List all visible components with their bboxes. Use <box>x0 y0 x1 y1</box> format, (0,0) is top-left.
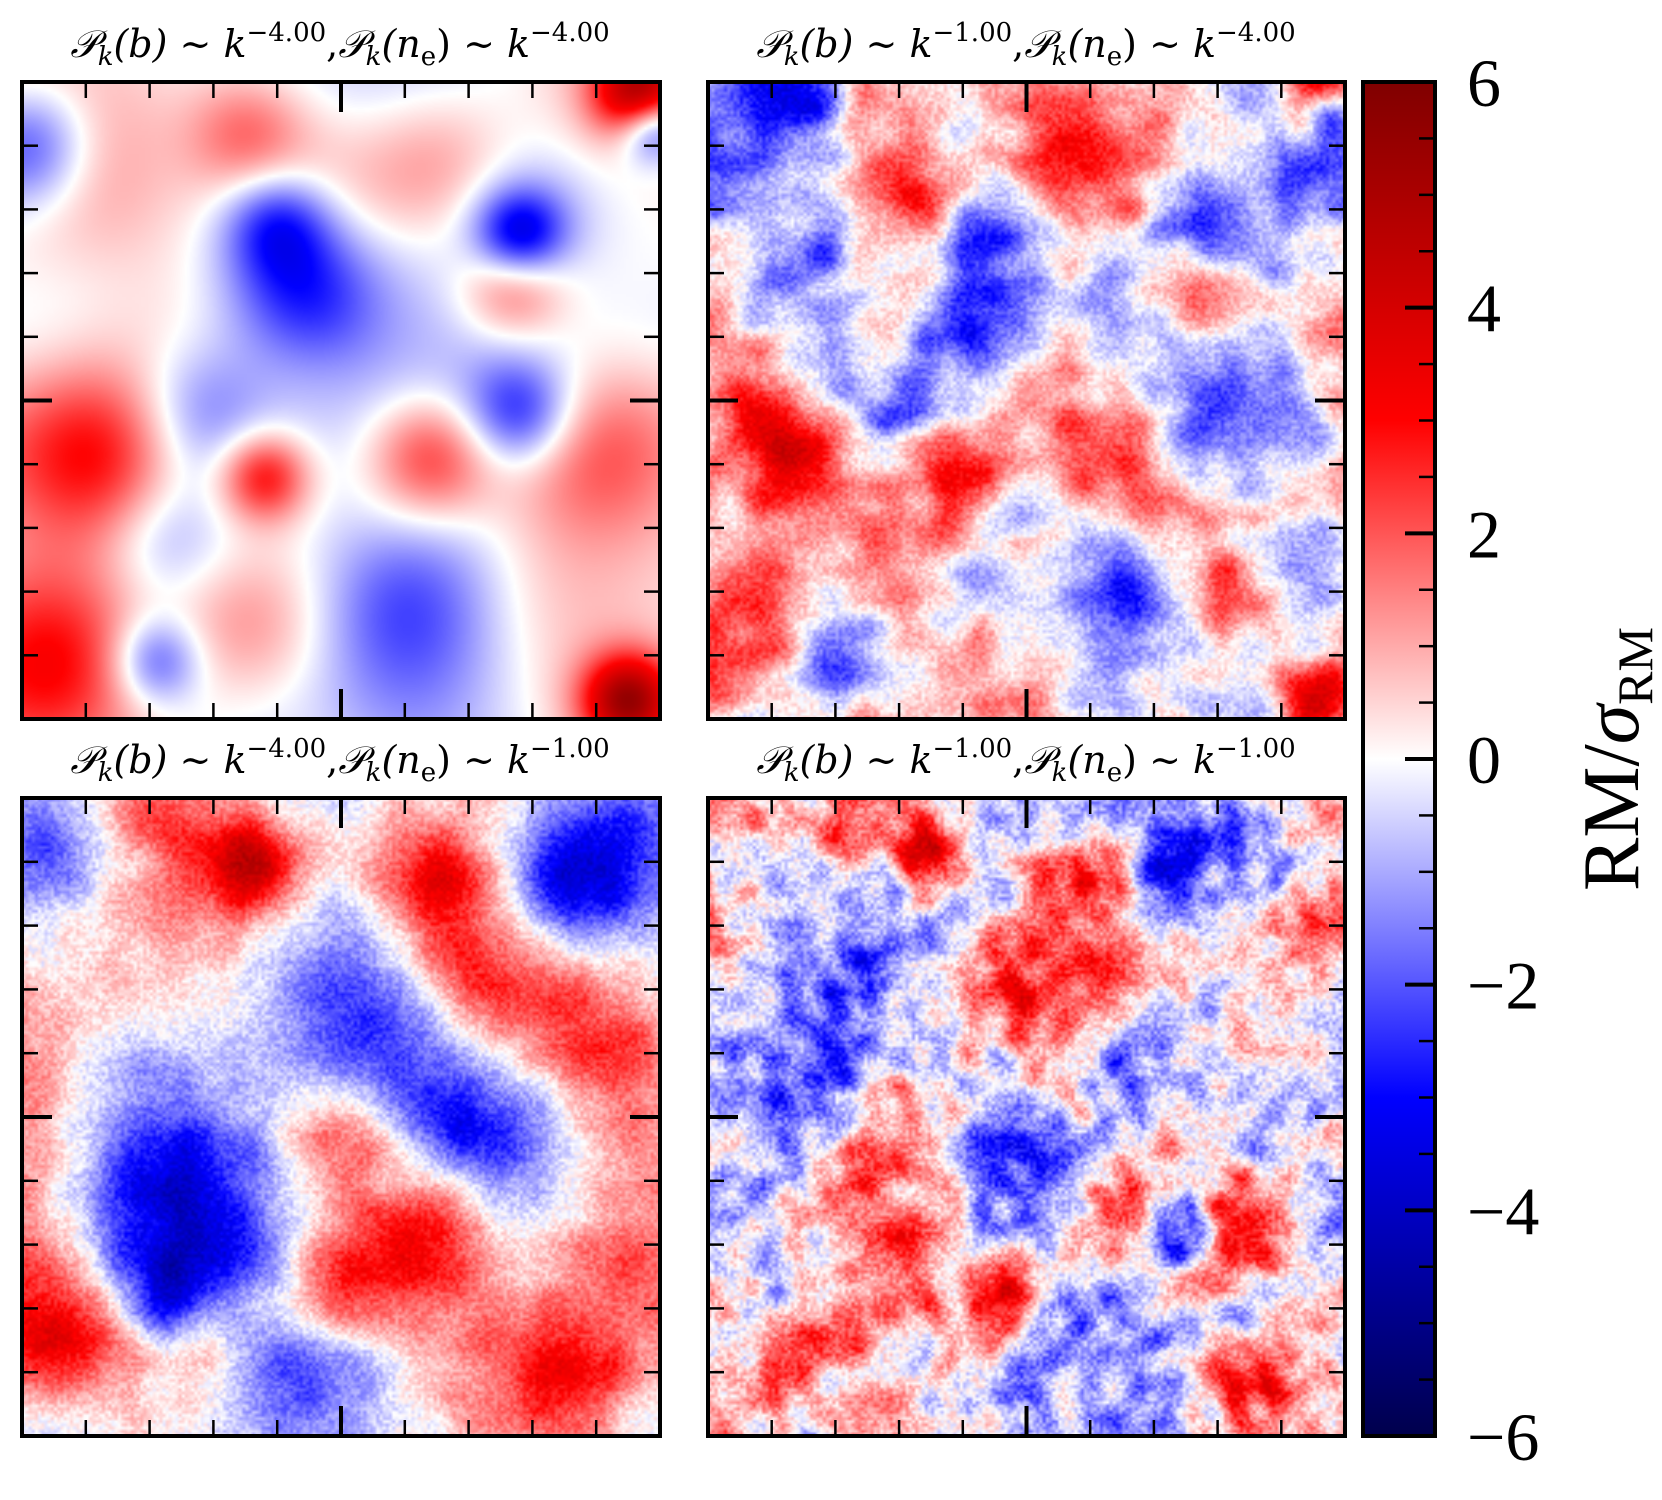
colorbar-tick-labels: 6 4 2 0 −2 −4 −6 <box>1467 45 1539 1475</box>
panel-top-left <box>20 80 662 721</box>
colorbar-tick-label-3: 0 <box>1467 722 1501 798</box>
colorbar-frame <box>1361 80 1437 1438</box>
colorbar-tick-label-1: 4 <box>1467 271 1501 347</box>
panel-title-bl: 𝒫k(b) ∼ k−4.00,𝒫k(ne) ∼ k−1.00 <box>70 734 609 788</box>
panel-title-br: 𝒫k(b) ∼ k−1.00,𝒫k(ne) ∼ k−1.00 <box>756 734 1295 788</box>
panel-title-tl: 𝒫k(b) ∼ k−4.00,𝒫k(ne) ∼ k−4.00 <box>70 18 609 72</box>
colorbar-tick-label-4: −2 <box>1467 948 1539 1024</box>
frame-bottom-left <box>20 796 662 1438</box>
panel-title-tr: 𝒫k(b) ∼ k−1.00,𝒫k(ne) ∼ k−4.00 <box>756 18 1295 72</box>
rm-map-top-right <box>708 82 1345 719</box>
colorbar-tick-label-5: −4 <box>1467 1173 1539 1249</box>
colorbar-tick-label-6: −6 <box>1467 1399 1539 1475</box>
colorbar: 6 4 2 0 −2 −4 −6 RM/σRM <box>1361 45 1662 1475</box>
ticks-bottom-right <box>708 798 1345 1436</box>
colorbar-title: RM/σRM <box>1568 627 1662 891</box>
panel-top-right <box>706 80 1347 721</box>
frame-top-right <box>706 80 1347 721</box>
rm-map-bottom-right <box>708 798 1345 1436</box>
colorbar-tick-label-0: 6 <box>1467 45 1501 121</box>
rm-map-bottom-left <box>22 798 660 1436</box>
frame-bottom-right <box>706 796 1347 1438</box>
rm-map-top-left <box>22 82 660 719</box>
ticks-bottom-left <box>22 798 660 1436</box>
panel-bottom-right <box>706 796 1347 1438</box>
frame-top-left <box>20 80 662 721</box>
ticks-top-left <box>22 82 660 719</box>
panel-bottom-left <box>20 796 662 1438</box>
colorbar-tick-label-2: 2 <box>1467 496 1501 572</box>
ticks-top-right <box>708 82 1345 719</box>
